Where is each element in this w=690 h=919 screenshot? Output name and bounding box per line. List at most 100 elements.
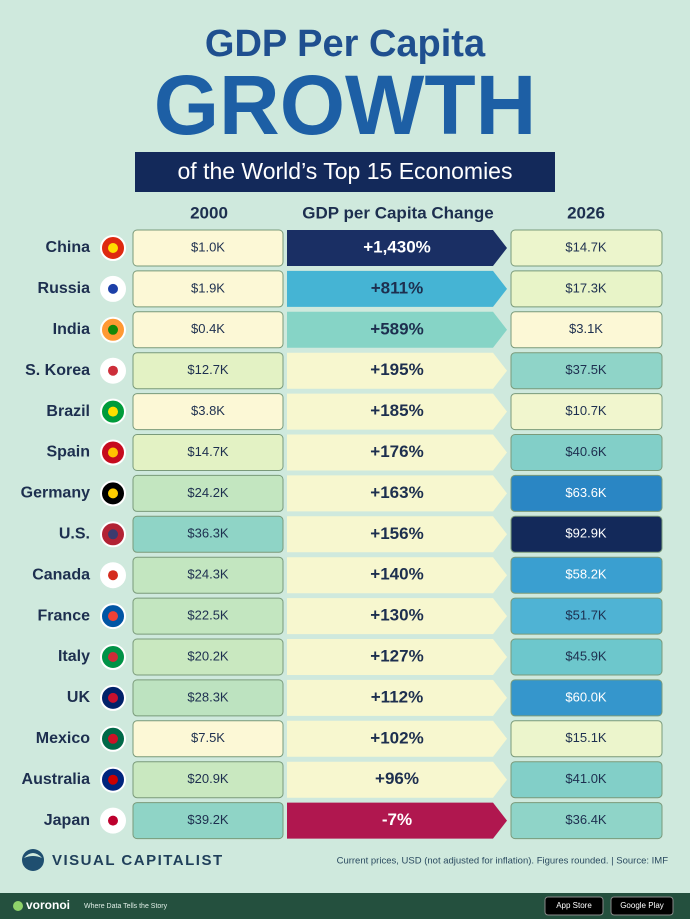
cell-2026 xyxy=(510,270,663,308)
value-2000: $24.2K xyxy=(187,485,229,500)
change-value: -7% xyxy=(382,810,412,829)
change-arrow xyxy=(287,720,507,757)
cell-2000 xyxy=(132,352,284,390)
vc-logo xyxy=(22,849,44,871)
cell-2000 xyxy=(132,434,284,471)
country: Australia xyxy=(22,771,91,788)
value-2000: $1.9K xyxy=(191,280,225,295)
flag-emblem xyxy=(108,488,118,499)
app-store-label[interactable]: App Store xyxy=(556,901,592,910)
subtitle-box xyxy=(135,152,555,192)
cell-2000 xyxy=(132,679,284,717)
google-play-badge[interactable] xyxy=(610,896,674,916)
flag-emblem xyxy=(108,733,118,744)
flag-emblem xyxy=(108,570,118,581)
cell-2026 xyxy=(510,679,663,717)
flag-emblem xyxy=(108,815,118,826)
cell-2026 xyxy=(510,515,663,553)
change-value: +102% xyxy=(370,728,423,747)
google-play-label[interactable]: Google Play xyxy=(620,901,664,910)
value-2000: $20.2K xyxy=(187,648,229,663)
cell-2000 xyxy=(132,474,284,512)
change-value: +589% xyxy=(370,319,423,338)
value-2000: $14.7K xyxy=(187,444,229,459)
change-arrow xyxy=(287,639,507,675)
subtitle: of the World’s Top 15 Economies xyxy=(178,158,513,184)
country: Japan xyxy=(44,812,90,829)
flag-emblem xyxy=(108,692,118,703)
value-2026: $92.9K xyxy=(565,526,607,541)
value-2026: $40.6K xyxy=(565,444,607,459)
flag-emblem xyxy=(108,529,118,540)
cell-2026 xyxy=(510,311,663,349)
change-value: +140% xyxy=(370,565,423,584)
brand: VISUAL CAPITALIST xyxy=(52,852,224,869)
cell-2026 xyxy=(510,556,663,594)
cell-2000 xyxy=(132,515,284,553)
cell-2026 xyxy=(510,597,663,635)
cell-2000 xyxy=(132,311,284,349)
cell-2000 xyxy=(132,761,284,799)
country: Russia xyxy=(38,280,91,297)
country: India xyxy=(53,321,90,338)
cell-2026 xyxy=(510,434,663,471)
flag-emblem xyxy=(108,774,118,785)
app-store-badge[interactable] xyxy=(544,896,604,916)
country: France xyxy=(38,607,91,624)
cell-2026 xyxy=(510,720,663,758)
value-2000: $39.2K xyxy=(187,812,229,827)
value-2000: $28.3K xyxy=(187,689,229,704)
change-value: +185% xyxy=(370,401,423,420)
flag-emblem xyxy=(108,365,118,376)
value-2000: $1.0K xyxy=(191,239,225,254)
source-note: Current prices, USD (not adjusted for in… xyxy=(337,856,669,867)
value-2026: $60.0K xyxy=(565,689,607,704)
change-value: +176% xyxy=(370,442,423,461)
change-value: +156% xyxy=(370,524,423,543)
headline: GROWTH xyxy=(154,58,537,152)
table: 2000 GDP per Capita Change 2026 China $1.0K +… xyxy=(21,203,663,840)
cell-2026 xyxy=(510,352,663,390)
value-2000: $3.8K xyxy=(191,403,225,418)
value-2026: $51.7K xyxy=(565,608,607,623)
change-arrow xyxy=(287,475,507,512)
value-2000: $0.4K xyxy=(191,321,225,336)
change-arrow xyxy=(287,598,507,635)
change-arrow xyxy=(287,802,507,839)
change-value: +127% xyxy=(370,646,423,665)
flag-emblem xyxy=(108,283,118,294)
change-arrow xyxy=(287,270,507,307)
flag-emblem xyxy=(108,611,118,622)
value-2000: $22.5K xyxy=(187,608,229,623)
cell-2026 xyxy=(510,761,663,799)
value-2026: $36.4K xyxy=(565,812,607,827)
country: China xyxy=(46,239,91,256)
cell-2000 xyxy=(132,229,284,267)
change-value: +195% xyxy=(370,360,423,379)
cell-2000 xyxy=(132,720,284,758)
cell-2026 xyxy=(510,393,663,431)
change-value: +163% xyxy=(370,483,423,502)
value-2026: $17.3K xyxy=(565,280,607,295)
value-2026: $58.2K xyxy=(565,567,607,582)
change-arrow xyxy=(287,311,507,348)
change-arrow xyxy=(287,557,507,594)
country: S. Korea xyxy=(25,362,90,379)
country: Italy xyxy=(58,648,90,665)
change-arrow xyxy=(287,230,507,266)
value-2026: $15.1K xyxy=(565,730,607,745)
cell-2026 xyxy=(510,638,663,676)
value-2026: $14.7K xyxy=(565,239,607,254)
country: UK xyxy=(67,689,91,706)
cell-2026 xyxy=(510,229,663,267)
change-arrow xyxy=(287,761,507,798)
cell-2026 xyxy=(510,802,663,840)
country: Spain xyxy=(46,444,90,461)
flag-emblem xyxy=(108,406,118,417)
change-arrow xyxy=(287,679,507,716)
value-2000: $24.3K xyxy=(187,567,229,582)
cell-2026 xyxy=(510,474,663,512)
country: Mexico xyxy=(36,730,90,747)
change-value: +112% xyxy=(371,687,423,706)
